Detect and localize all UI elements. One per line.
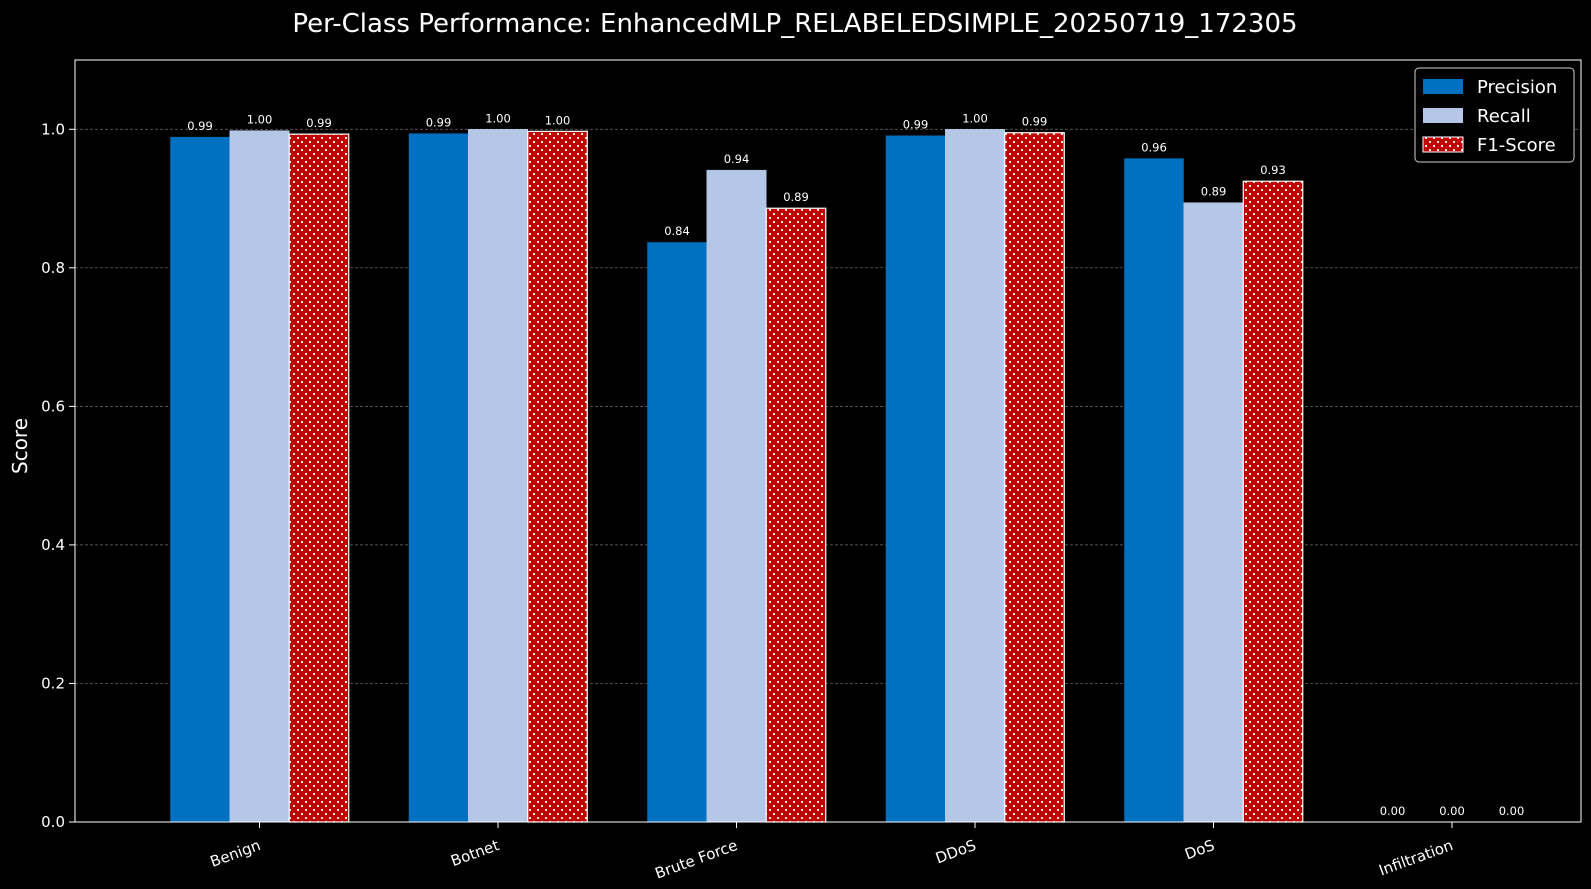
bar-f1-score-ddos — [1004, 132, 1065, 823]
y-tick-label: 1.0 — [41, 120, 65, 138]
y-tick-label: 0.4 — [41, 536, 65, 554]
x-tick-label: Benign — [208, 836, 263, 871]
value-label: 1.00 — [962, 111, 988, 125]
x-tick-label: DDoS — [933, 836, 978, 867]
legend-label: Precision — [1477, 77, 1557, 98]
legend-swatch-precision — [1423, 79, 1463, 94]
bar-precision-benign — [170, 136, 230, 823]
legend-swatch-recall — [1423, 108, 1463, 123]
value-label: 0.99 — [426, 115, 452, 129]
legend-label: F1-Score — [1477, 135, 1556, 156]
value-label: 1.00 — [247, 113, 273, 127]
legend-swatch-f1-score — [1422, 136, 1464, 153]
bar-recall-benign — [229, 130, 290, 823]
value-label: 0.00 — [1499, 804, 1525, 818]
value-label: 0.96 — [1141, 140, 1167, 154]
value-label: 1.00 — [545, 113, 571, 127]
x-tick-label: DoS — [1182, 836, 1217, 863]
bar-f1-score-botnet — [527, 130, 588, 823]
value-label: 0.99 — [903, 118, 929, 132]
bar-precision-ddos — [885, 135, 946, 823]
value-label: 1.00 — [485, 111, 511, 125]
y-tick-label: 0.8 — [41, 259, 65, 277]
y-tick-label: 0.0 — [41, 813, 65, 831]
x-tick-label: Brute Force — [653, 836, 740, 882]
bar-precision-botnet — [408, 133, 469, 823]
value-label: 0.93 — [1260, 163, 1286, 177]
bars-layer: 0.99 1.00 0.99 0.99 1.00 1.00 0.84 0.94 0.89 0.99… — [170, 111, 1525, 823]
value-label: 0.89 — [1201, 185, 1227, 199]
bar-recall-botnet — [468, 129, 528, 823]
bar-recall-ddos — [945, 129, 1005, 823]
y-tick-label: 0.6 — [41, 397, 65, 415]
value-label: 0.00 — [1439, 804, 1465, 818]
legend-label: Recall — [1477, 106, 1531, 127]
value-label: 0.94 — [724, 152, 750, 166]
value-label: 0.84 — [664, 224, 690, 238]
value-label: 0.99 — [306, 116, 332, 130]
bar-precision-dos — [1124, 158, 1184, 822]
value-label: 0.00 — [1380, 804, 1406, 818]
y-tick-label: 0.2 — [41, 674, 65, 692]
bar-precision-brute-force — [647, 242, 707, 823]
bar-recall-dos — [1183, 202, 1244, 823]
bar-recall-brute-force — [706, 169, 767, 823]
value-label: 0.99 — [187, 119, 213, 133]
y-axis-label: Score — [8, 418, 32, 474]
legend: Precision Recall F1-Score — [1414, 67, 1575, 163]
bar-f1-score-brute-force — [765, 207, 827, 823]
chart-title: Per-Class Performance: EnhancedMLP_RELAB… — [292, 9, 1297, 39]
x-tick-label: Infiltration — [1376, 836, 1455, 879]
bar-f1-score-benign — [288, 133, 350, 823]
x-tick-label: Botnet — [448, 836, 501, 870]
value-label: 0.89 — [783, 190, 809, 204]
value-label: 0.99 — [1022, 115, 1048, 129]
plot-frame — [74, 59, 1582, 823]
bar-f1-score-dos — [1242, 180, 1304, 823]
